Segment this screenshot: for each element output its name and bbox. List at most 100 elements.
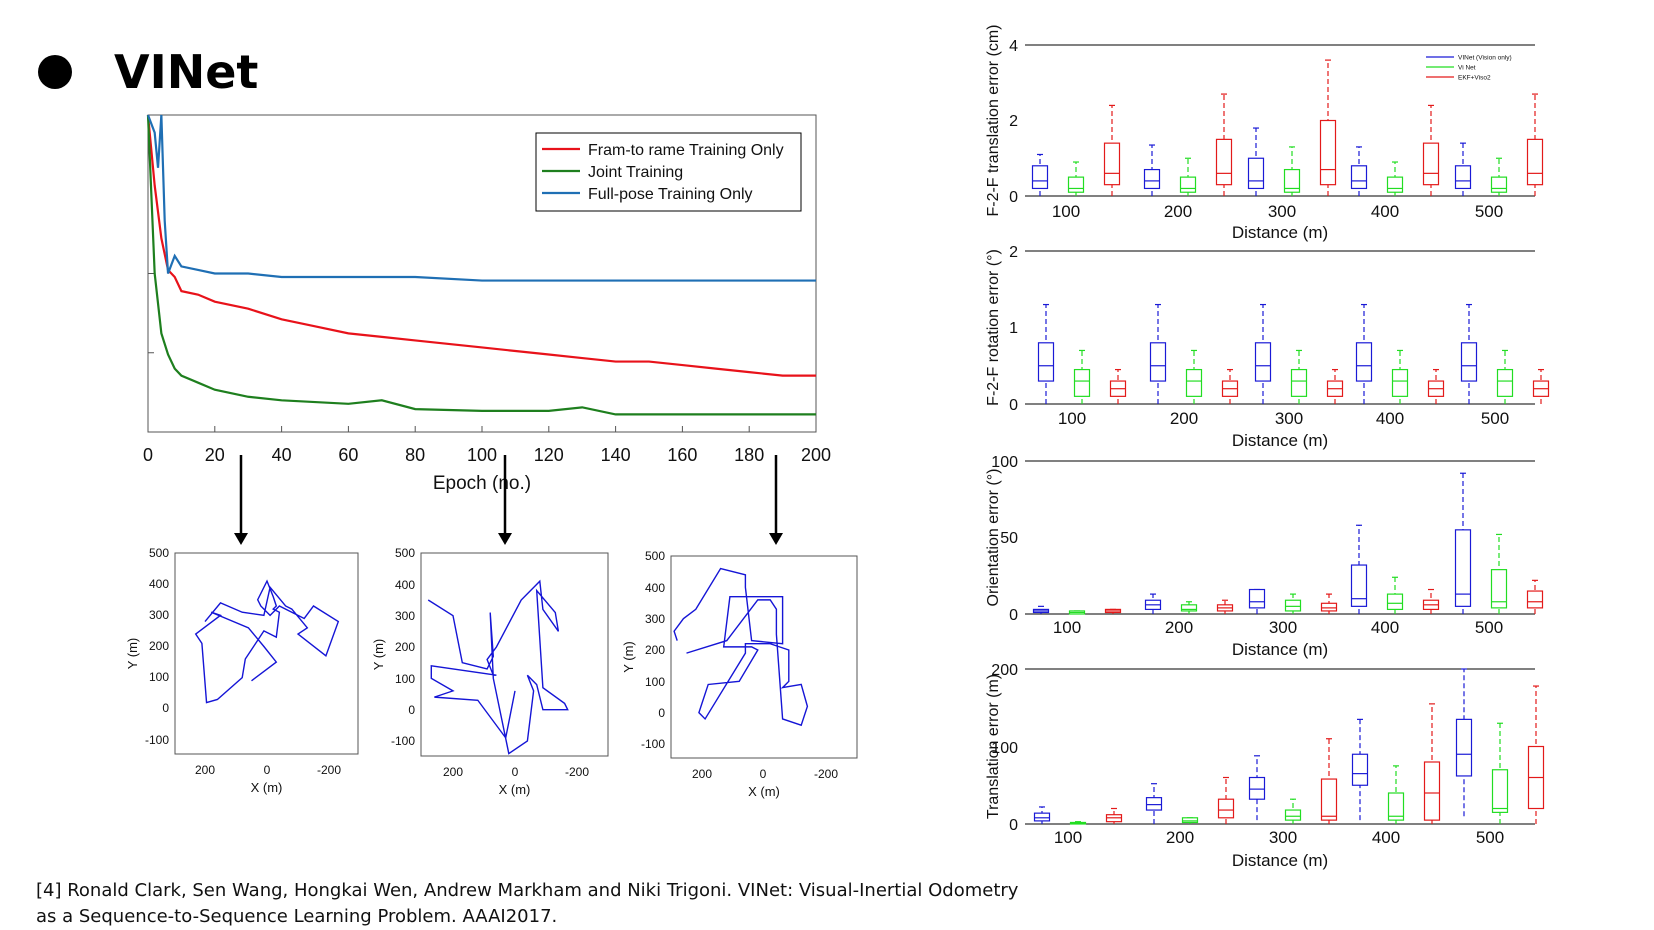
- boxplot-box: [1031, 165, 1049, 190]
- boxplot-box: [1185, 368, 1203, 397]
- trajectory-ytick-label: 100: [645, 675, 665, 689]
- boxplot-box: [1149, 342, 1167, 382]
- boxplot-box: [1320, 778, 1338, 821]
- boxplot-box: [1215, 138, 1233, 186]
- boxplot-xtick-label: 300: [1269, 828, 1297, 847]
- boxplot-box: [1460, 342, 1478, 382]
- trajectory-yaxis-label: Y (m): [371, 639, 386, 671]
- boxplot-xaxis-label: Distance (m): [1232, 640, 1328, 659]
- boxplot-legend-label: VINet (Vision only): [1458, 55, 1512, 62]
- boxplot-ytick-label: 2: [1009, 113, 1018, 130]
- boxplot-box: [1387, 792, 1405, 821]
- trajectory-ytick-label: 500: [645, 549, 665, 563]
- boxplot-box: [1284, 809, 1302, 821]
- boxplot-ytick-label: 0: [1009, 189, 1018, 206]
- boxplot-box: [1454, 165, 1472, 190]
- boxplot-box: [1247, 157, 1265, 190]
- boxplot-box: [1350, 564, 1368, 607]
- boxplot-box: [1319, 119, 1337, 186]
- boxplot-box: [1033, 812, 1051, 822]
- boxplot-xtick-label: 400: [1371, 202, 1399, 221]
- trajectory-ytick-label: 200: [149, 639, 169, 653]
- boxplot-box: [1490, 569, 1508, 609]
- trajectory-plot-frame: [420, 552, 609, 757]
- boxplot-xtick-label: 300: [1268, 202, 1296, 221]
- boxplot-box: [1181, 817, 1199, 824]
- training-xtick-label: 180: [734, 445, 764, 465]
- boxplot-box: [1103, 142, 1121, 186]
- boxplot-box: [1284, 599, 1302, 612]
- boxplot-ytick-label: 4: [1009, 38, 1018, 55]
- boxplot-xtick-label: 200: [1164, 202, 1192, 221]
- boxplot-yaxis-label: F-2-F rotation error (°): [985, 249, 1002, 406]
- trajectory-ytick-label: -100: [641, 737, 665, 751]
- trajectory-xtick-label: 200: [443, 765, 463, 779]
- blue-series-line: [146, 114, 816, 282]
- trajectory-plot-frame: [670, 555, 858, 759]
- boxplot-xaxis-label: Distance (m): [1232, 431, 1328, 450]
- boxplot-xtick-label: 200: [1170, 409, 1198, 428]
- training-xtick-label: 160: [667, 445, 697, 465]
- trajectory-yaxis-label: Y (m): [621, 641, 636, 673]
- training-xaxis-label: Epoch (no.): [433, 473, 531, 494]
- trajectory-ytick-label: 0: [408, 703, 415, 717]
- boxplot-box: [1179, 176, 1197, 193]
- boxplot-box: [1350, 165, 1368, 190]
- boxplot-box: [1490, 176, 1508, 193]
- legend-label: Full-pose Training Only: [588, 186, 753, 203]
- citation-text: [4] Ronald Clark, Sen Wang, Hongkai Wen,…: [36, 880, 1019, 927]
- boxplot-box: [1351, 753, 1369, 786]
- boxplot-box: [1320, 602, 1338, 612]
- arrow-head: [769, 533, 783, 545]
- trajectory-xtick-label: -200: [565, 765, 589, 779]
- training-xtick-label: 80: [405, 445, 425, 465]
- training-xtick-label: 60: [338, 445, 358, 465]
- trajectory-ytick-label: -100: [145, 733, 169, 747]
- training-xtick-label: 140: [601, 445, 631, 465]
- trajectory-xtick-label: -200: [317, 763, 341, 777]
- boxplot-box: [1145, 797, 1163, 811]
- boxplot-legend-label: Vi Net: [1458, 65, 1476, 72]
- boxplot-ytick-label: 0: [1009, 397, 1018, 414]
- training-xtick-label: 100: [467, 445, 497, 465]
- training-xtick-label: 200: [801, 445, 831, 465]
- boxplot-xtick-label: 400: [1376, 409, 1404, 428]
- boxplot-ytick-label: 100: [991, 454, 1018, 471]
- training-xtick-label: 0: [143, 445, 153, 465]
- trajectory-path: [427, 579, 569, 755]
- boxplot-ytick-label: 200: [991, 662, 1018, 679]
- legend-label: Joint Training: [588, 164, 683, 181]
- trajectory-xtick-label: -200: [814, 767, 838, 781]
- trajectory-xtick-label: 200: [692, 767, 712, 781]
- boxplot-ytick-label: 100: [991, 740, 1018, 757]
- boxplot-xtick-label: 200: [1166, 828, 1194, 847]
- arrow-head: [234, 533, 248, 545]
- trajectory-ytick-label: 100: [395, 672, 415, 686]
- boxplot-box: [1386, 176, 1404, 193]
- boxplot-box: [1180, 604, 1198, 612]
- boxplot-yaxis-label: F-2-F translation error (cm): [985, 24, 1002, 216]
- boxplot-xtick-label: 400: [1372, 828, 1400, 847]
- trajectory-xaxis-label: X (m): [748, 784, 780, 799]
- title-row: VINet: [38, 42, 258, 102]
- boxplot-xtick-label: 100: [1052, 202, 1080, 221]
- training-xtick-label: 40: [272, 445, 292, 465]
- boxplot-box: [1386, 593, 1404, 611]
- boxplot-box: [1037, 342, 1055, 382]
- bullet-dot: [38, 55, 72, 89]
- boxplot-box: [1496, 368, 1514, 397]
- training-xtick-label: 20: [205, 445, 225, 465]
- boxplot-yaxis-label: Orientation error (°): [985, 469, 1002, 607]
- trajectory-ytick-label: 500: [395, 546, 415, 560]
- boxplot-ytick-label: 0: [1009, 607, 1018, 624]
- trajectory-ytick-label: -100: [391, 734, 415, 748]
- boxplot-box: [1248, 588, 1266, 609]
- trajectory-xaxis-label: X (m): [499, 782, 531, 797]
- trajectory-xaxis-label: X (m): [251, 780, 283, 795]
- trajectory-ytick-label: 200: [395, 640, 415, 654]
- boxplot-ytick-label: 0: [1009, 817, 1018, 834]
- trajectory-xtick-label: 0: [512, 765, 519, 779]
- boxplot-legend-label: EKF+Viso2: [1458, 75, 1491, 82]
